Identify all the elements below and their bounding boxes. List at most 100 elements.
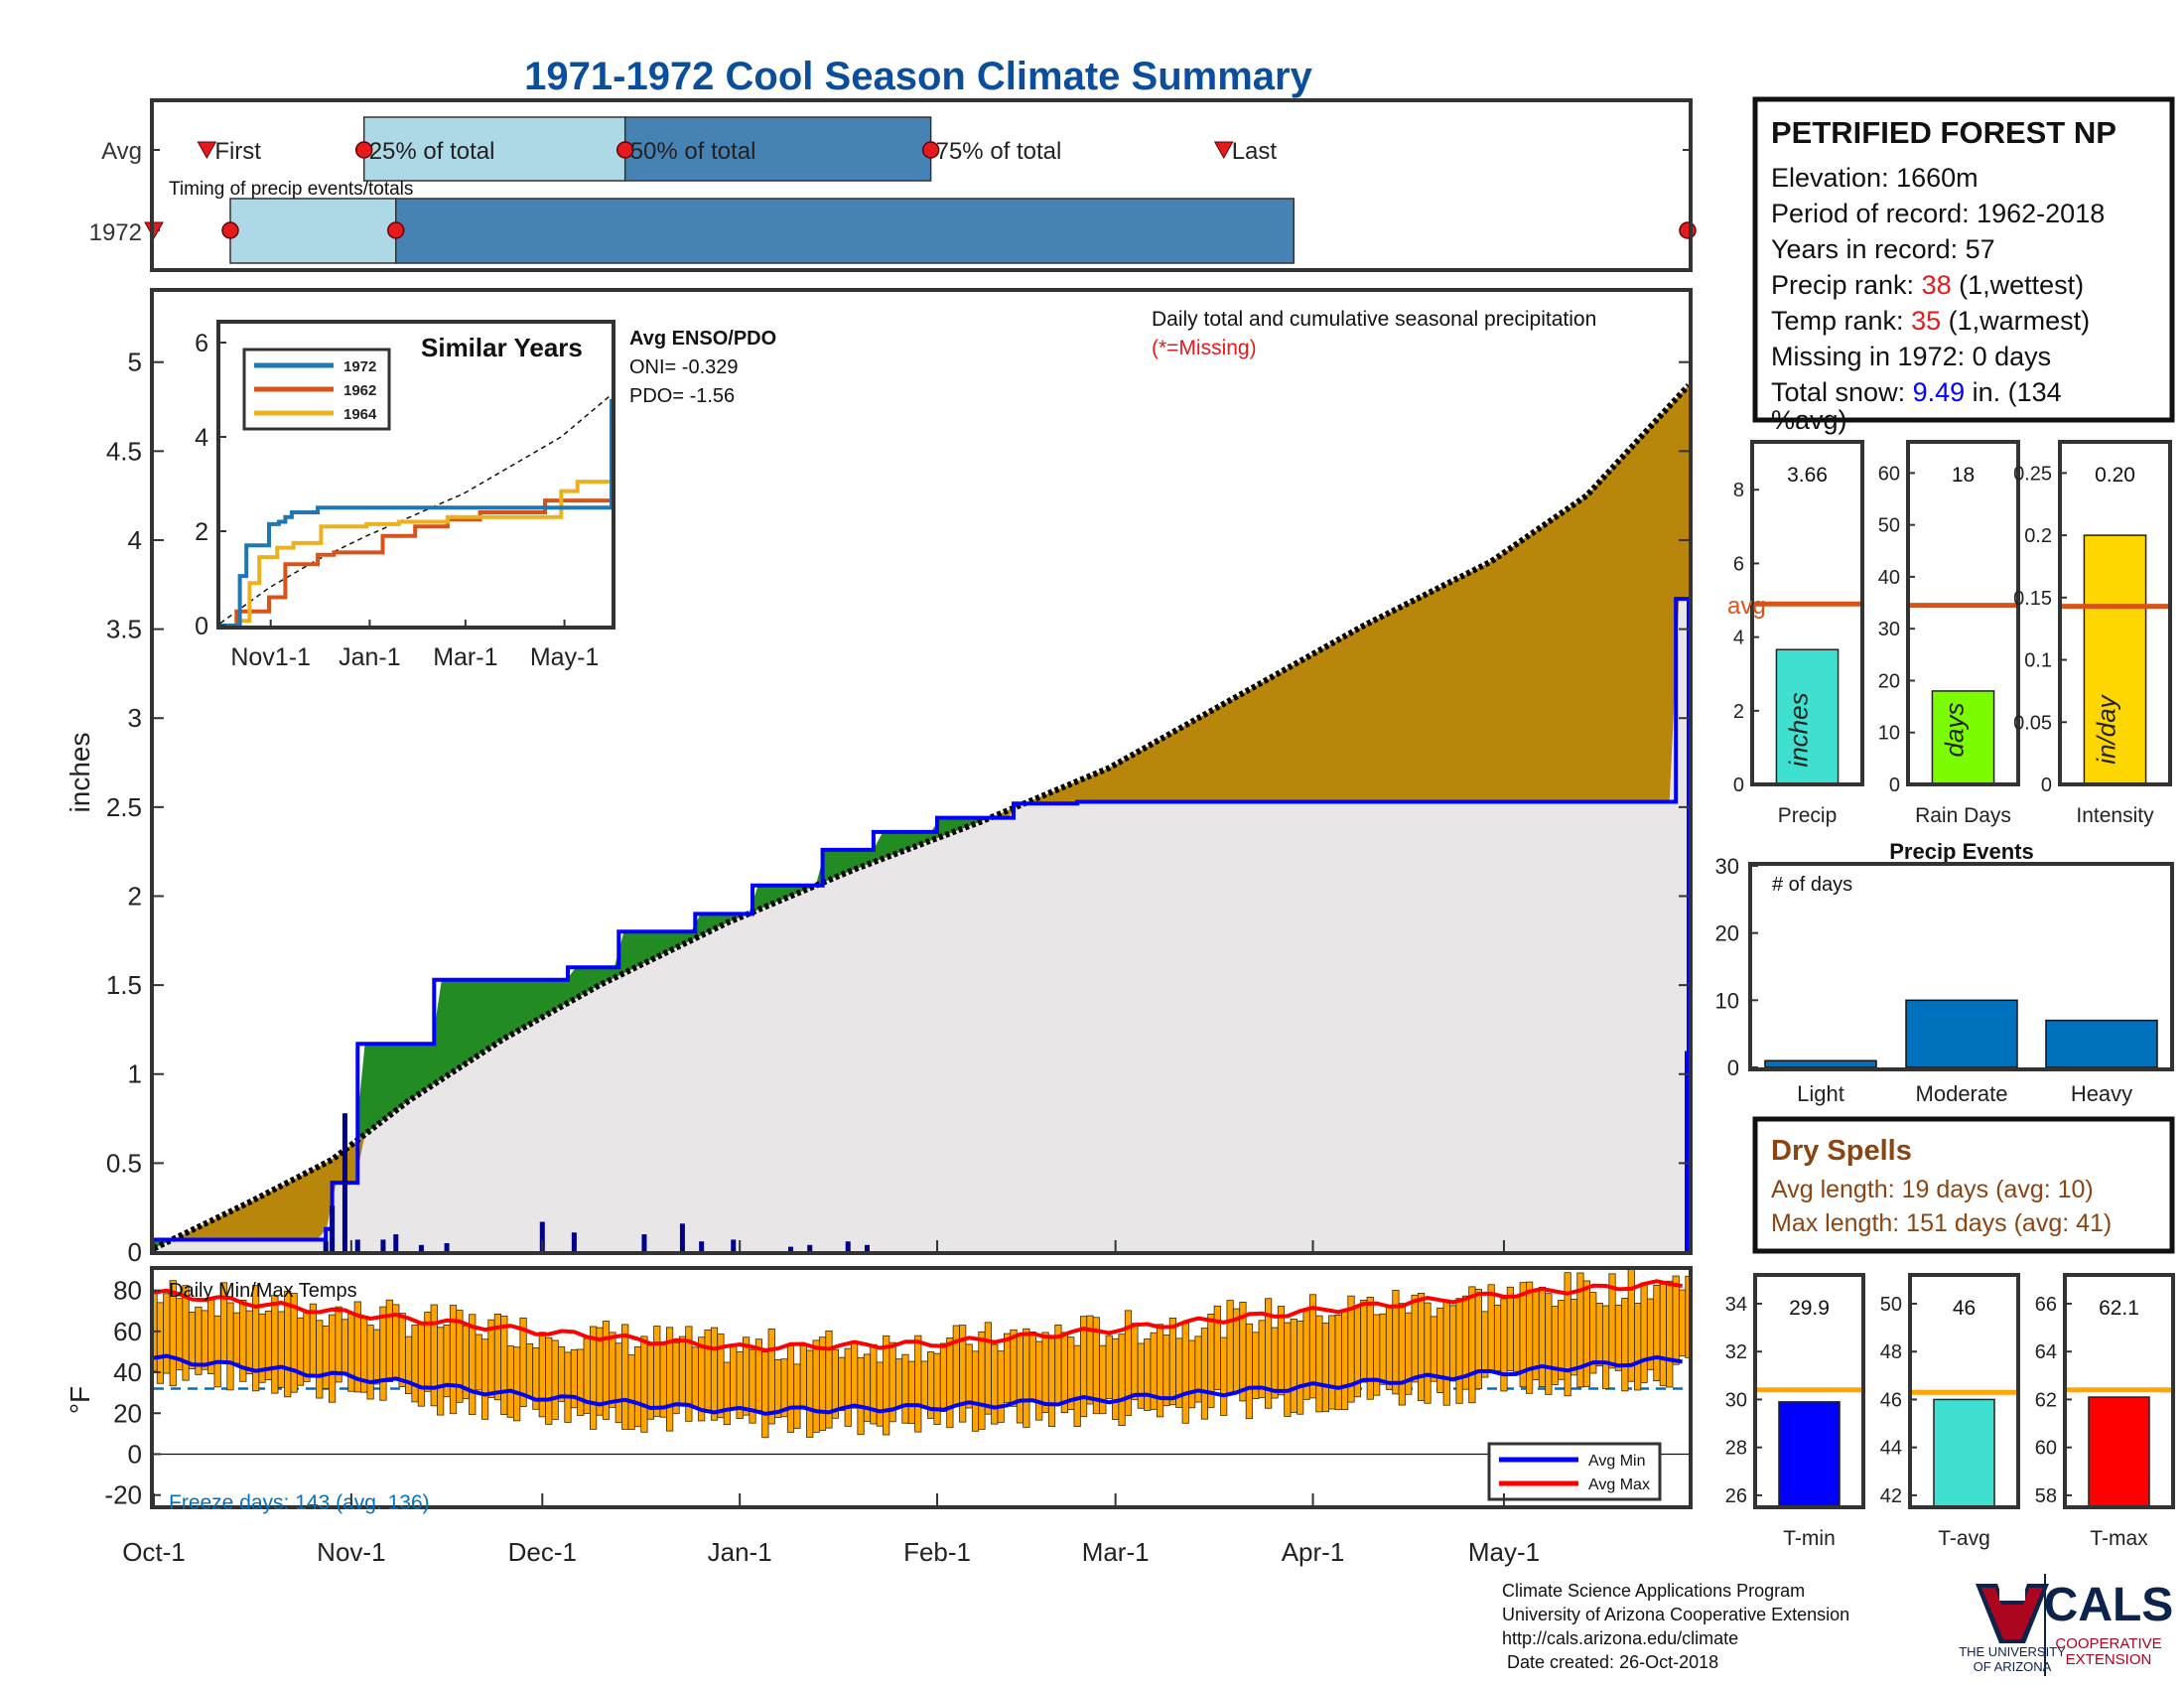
daily-temp-bar	[799, 1345, 807, 1408]
temp-stat-frame	[1908, 1273, 2020, 1509]
daily-temp-bar	[1430, 1316, 1437, 1382]
precip-stat-tick-label: 0.15	[2013, 588, 2052, 610]
daily-temp-bar	[1334, 1314, 1342, 1411]
daily-temp-bar	[335, 1306, 342, 1383]
precip-stat-chart-1: 0 10 20 30 40 50 60 Rain Days 18 days	[1878, 440, 2020, 827]
daily-temp-bar	[1621, 1298, 1629, 1392]
temp-stat-chart-0: 26 28 30 32 34 T-min 29.9	[1725, 1273, 1865, 1550]
daily-temp-bar	[1455, 1298, 1463, 1404]
daily-temp-bar	[506, 1345, 514, 1418]
station-line-suffix: (1,warmest)	[1941, 306, 2090, 336]
daily-precip-bar	[444, 1243, 450, 1252]
temp-stat-tick-label: 62	[2035, 1389, 2057, 1411]
daily-temp-bar	[1277, 1306, 1286, 1396]
precip-stat-label: Precip	[1778, 804, 1838, 827]
daily-temp-bar	[761, 1351, 769, 1439]
events-y-note: # of days	[1772, 874, 1852, 896]
cals-coop-line-2: EXTENSION	[2066, 1651, 2152, 1668]
timing-frame	[150, 98, 1693, 272]
daily-temp-bar	[1411, 1294, 1419, 1383]
temps-y-tick-label: 20	[113, 1398, 142, 1428]
precip-stat-chart-0: 0 2 4 6 8 Precip 3.66 inches avg	[1727, 440, 1864, 827]
timing-row-label-avg: Avg	[101, 138, 142, 165]
enso-oni: ONI= -0.329	[629, 356, 739, 378]
daily-temp-bar	[1168, 1318, 1176, 1406]
daily-temp-bar	[851, 1341, 859, 1409]
station-line-text: Precip rank:	[1771, 270, 1922, 300]
daily-temp-bar	[430, 1304, 438, 1407]
station-info-box: PETRIFIED FOREST NP Elevation: 1660m Peri…	[1752, 96, 2175, 435]
precip-y-label: inches	[65, 733, 95, 813]
daily-temp-bar	[1373, 1314, 1381, 1396]
daily-temp-bar	[1226, 1300, 1234, 1394]
precip-stat-label: Intensity	[2076, 804, 2154, 827]
daily-temp-bar	[1500, 1298, 1508, 1392]
precip-stat-bar	[1775, 648, 1840, 785]
station-line-suffix: in. (134	[1965, 377, 2062, 407]
year-p75-marker	[1679, 221, 1697, 239]
daily-temp-bar	[971, 1350, 980, 1432]
observed-cumulative-line	[154, 597, 1691, 1252]
temps-y-tick-label: 40	[113, 1357, 142, 1387]
enso-title: Avg ENSO/PDO	[629, 328, 776, 350]
daily-temp-bar	[1493, 1304, 1502, 1372]
timing-row-label-year: 1972	[89, 219, 142, 246]
footer-line-3: http://cals.arizona.edu/climate	[1502, 1628, 1738, 1648]
ua-logo-line-2: OF ARIZONA	[1974, 1659, 2052, 1674]
daily-temp-bar	[303, 1312, 311, 1382]
dry-spells-avg: Avg length: 19 days (avg: 10)	[1771, 1176, 2094, 1203]
daily-temp-bar	[1016, 1333, 1024, 1424]
daily-temp-bar	[1640, 1282, 1648, 1383]
daily-temp-bar	[793, 1363, 801, 1429]
daily-temp-bar	[1079, 1316, 1088, 1418]
precip-stat-tick-label: 30	[1878, 619, 1900, 640]
daily-temp-bar	[920, 1360, 928, 1409]
daily-temp-bar	[1315, 1315, 1323, 1413]
daily-temp-bar	[513, 1346, 521, 1422]
daily-temp-bar	[1028, 1332, 1036, 1401]
x-axis-label: May-1	[1468, 1537, 1540, 1567]
station-line: Precip rank: 38 (1,wettest)	[1771, 270, 2084, 300]
daily-temp-bar	[863, 1353, 872, 1422]
avg-max-line	[153, 1279, 1683, 1352]
precip-stat-bars: 0 2 4 6 8 Precip 3.66 inches avg 0 10 20 30 40 50 60 Rai…	[1727, 440, 2172, 827]
footer-line-4: Date created: 26-Oct-2018	[1502, 1652, 1718, 1672]
daily-temp-bar	[437, 1327, 445, 1416]
daily-temp-bar	[838, 1356, 846, 1411]
daily-temp-bar	[469, 1314, 477, 1416]
station-line-text: Period of record: 1962-2018	[1771, 199, 2105, 228]
daily-temp-bar	[1340, 1311, 1349, 1410]
daily-temp-bar	[1551, 1306, 1559, 1385]
daily-precip-bar	[787, 1246, 793, 1252]
daily-temp-bar	[1073, 1344, 1081, 1427]
daily-temp-bar	[1360, 1300, 1368, 1383]
precip-frame	[150, 288, 1693, 1255]
daily-precip-bar	[393, 1234, 399, 1252]
precip-stat-tick-label: 0.2	[2024, 525, 2052, 547]
temp-stat-frame	[2063, 1273, 2175, 1509]
year-p25-marker	[221, 221, 239, 239]
daily-temp-bar	[398, 1313, 406, 1387]
daily-temp-bar	[723, 1361, 731, 1426]
daily-temp-bar	[984, 1322, 992, 1415]
precip-y-tick-label: 3	[128, 703, 142, 733]
inset-frame	[216, 320, 615, 630]
daily-temp-bar	[557, 1345, 566, 1402]
daily-temp-bar	[978, 1331, 986, 1430]
precip-stat-tick-label: 10	[1878, 723, 1900, 745]
temp-stat-chart-1: 42 44 46 48 50 T-avg 46	[1880, 1273, 2020, 1550]
daily-temp-bar	[609, 1332, 616, 1408]
temp-stat-value: 29.9	[1789, 1297, 1830, 1320]
daily-temp-bar	[475, 1334, 482, 1391]
precip-stat-tick-label: 50	[1878, 515, 1900, 537]
daily-temp-bar	[1245, 1323, 1253, 1420]
temps-legend: Avg Min Avg Max	[1487, 1442, 1662, 1501]
daily-precip-bar	[341, 1113, 347, 1252]
daily-temp-bar	[786, 1344, 795, 1433]
temps-y-tick-label: -20	[104, 1480, 142, 1510]
timing-caption: Timing of precip events/totals	[169, 179, 413, 200]
daily-precip-bar	[807, 1244, 813, 1252]
ua-block-a-bar-icon	[1999, 1589, 2025, 1601]
x-axis-label: Oct-1	[122, 1537, 186, 1567]
temp-stat-tick-label: 32	[1725, 1341, 1747, 1363]
